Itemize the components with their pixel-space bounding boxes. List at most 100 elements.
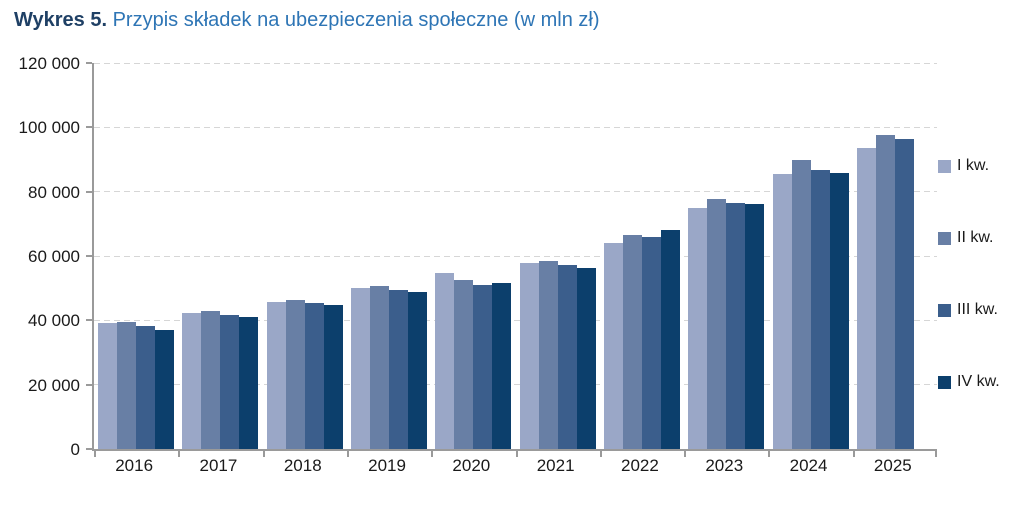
gridline-60-000 bbox=[94, 255, 937, 257]
x-axis-tick bbox=[178, 451, 181, 457]
gridline-100-000 bbox=[94, 126, 937, 128]
bar-2020-iv-kw bbox=[492, 283, 512, 449]
x-axis-label-2025: 2025 bbox=[873, 456, 912, 475]
x-axis-tick bbox=[346, 451, 349, 457]
y-axis-tick bbox=[86, 383, 92, 386]
x-axis-label-2024: 2024 bbox=[789, 456, 828, 475]
bar-2017-iv-kw bbox=[239, 317, 259, 449]
legend-label-iv-kw: IV kw. bbox=[957, 373, 1000, 390]
x-axis-label-2017: 2017 bbox=[199, 456, 238, 475]
bar-2022-iii-kw bbox=[641, 237, 661, 449]
y-axis-tick bbox=[86, 126, 92, 129]
bar-2018-iii-kw bbox=[304, 303, 324, 449]
x-axis-tick bbox=[431, 451, 434, 457]
bar-2017-i-kw bbox=[182, 313, 202, 449]
bar-2017-ii-kw bbox=[201, 311, 221, 449]
chart-title-number: Wykres 5. bbox=[14, 9, 108, 31]
x-axis-tick bbox=[684, 451, 687, 457]
y-axis-label: 20 000 bbox=[28, 375, 80, 395]
x-axis-label-2023: 2023 bbox=[705, 456, 744, 475]
x-axis-label-2020: 2020 bbox=[452, 456, 491, 475]
bar-2018-iv-kw bbox=[323, 305, 343, 449]
legend-label-ii-kw: II kw. bbox=[957, 229, 994, 246]
x-axis-label-2022: 2022 bbox=[621, 456, 659, 475]
x-axis-tick bbox=[515, 451, 518, 457]
bar-2024-iv-kw bbox=[829, 172, 849, 449]
x-axis-tick bbox=[852, 451, 855, 457]
legend-item-ii-kw: II kw. bbox=[938, 229, 1000, 246]
chart-title-text: Przypis składek na ubezpieczenia społecz… bbox=[112, 9, 600, 31]
bar-2019-iv-kw bbox=[408, 292, 428, 449]
y-axis-tick bbox=[86, 190, 92, 193]
legend-swatch-iv-kw bbox=[938, 375, 951, 389]
legend: I kw. II kw. III kw. IV kw. bbox=[938, 157, 1000, 390]
bar-2025-ii-kw bbox=[875, 135, 895, 449]
y-axis-label: 40 000 bbox=[28, 311, 80, 331]
y-axis-tick bbox=[86, 255, 92, 257]
bar-2022-i-kw bbox=[603, 242, 623, 449]
y-axis: 0 20 000 40 000 60 000 80 000 100 000 120 000 bbox=[0, 54, 80, 459]
plot-area bbox=[86, 62, 937, 457]
bar-2025-iii-kw bbox=[894, 139, 914, 449]
bar-2023-iii-kw bbox=[726, 203, 746, 449]
bar-2021-i-kw bbox=[519, 262, 539, 449]
bar-2021-ii-kw bbox=[538, 261, 558, 449]
bar-2017-iii-kw bbox=[220, 314, 240, 449]
bar-2019-i-kw bbox=[351, 287, 371, 449]
gridline-120-000 bbox=[94, 62, 937, 64]
legend-label-i-kw: I kw. bbox=[957, 157, 990, 174]
bar-2023-ii-kw bbox=[707, 199, 727, 449]
bar-2023-i-kw bbox=[688, 208, 708, 449]
y-axis-label: 60 000 bbox=[28, 247, 80, 266]
gridline-20-000 bbox=[94, 384, 937, 386]
legend-label-iii-kw: III kw. bbox=[957, 301, 998, 318]
legend-item-iii-kw: III kw. bbox=[938, 301, 1000, 318]
legend-swatch-ii-kw bbox=[938, 231, 951, 245]
y-axis-tick bbox=[86, 448, 92, 450]
x-axis-tick bbox=[935, 451, 937, 457]
gridline-40-000 bbox=[94, 319, 937, 321]
bar-2019-iii-kw bbox=[389, 290, 409, 449]
bar-2025-i-kw bbox=[856, 147, 876, 449]
legend-swatch-i-kw bbox=[938, 159, 951, 173]
x-axis-label-2019: 2019 bbox=[368, 456, 406, 475]
x-axis-tick bbox=[599, 451, 602, 457]
y-axis-tick bbox=[86, 62, 92, 64]
bar-2024-iii-kw bbox=[810, 170, 830, 449]
bar-2018-i-kw bbox=[266, 301, 286, 449]
bar-2020-i-kw bbox=[435, 273, 455, 449]
y-axis-label: 80 000 bbox=[28, 182, 80, 202]
legend-swatch-iii-kw bbox=[938, 303, 951, 317]
bar-2023-iv-kw bbox=[745, 203, 765, 449]
bar-2019-ii-kw bbox=[370, 286, 390, 449]
bar-2020-ii-kw bbox=[454, 280, 474, 449]
x-axis: 2016 2017 2018 2019 2020 2021 2022 2023 2024 2025 bbox=[92, 456, 935, 480]
x-axis-tick bbox=[262, 451, 265, 457]
bar-2016-ii-kw bbox=[117, 321, 137, 449]
bar-2021-iii-kw bbox=[557, 265, 577, 449]
x-axis-tick bbox=[94, 451, 96, 457]
x-axis-tick bbox=[768, 451, 771, 457]
y-axis-tick bbox=[86, 319, 92, 322]
x-axis-label-2018: 2018 bbox=[283, 456, 322, 475]
bar-2016-i-kw bbox=[98, 323, 118, 449]
bar-2024-i-kw bbox=[772, 173, 792, 449]
legend-item-i-kw: I kw. bbox=[938, 157, 1000, 174]
bar-2021-iv-kw bbox=[576, 267, 596, 449]
x-axis-label-2016: 2016 bbox=[115, 456, 154, 475]
gridline-80-000 bbox=[94, 191, 937, 193]
bar-2020-iii-kw bbox=[473, 284, 493, 449]
bar-2022-ii-kw bbox=[622, 235, 642, 449]
y-axis-label: 120 000 bbox=[18, 54, 80, 73]
x-axis-label-2021: 2021 bbox=[536, 456, 575, 475]
chart-title: Wykres 5. Przypis składek na ubezpieczen… bbox=[14, 6, 599, 34]
bar-2024-ii-kw bbox=[791, 159, 811, 449]
y-axis-label: 0 bbox=[70, 440, 80, 459]
legend-item-iv-kw: IV kw. bbox=[938, 373, 1000, 390]
bar-2016-iii-kw bbox=[136, 326, 156, 449]
bar-2016-iv-kw bbox=[155, 329, 175, 449]
y-axis-label: 100 000 bbox=[18, 118, 80, 138]
bar-2022-iv-kw bbox=[660, 229, 680, 449]
bar-2018-ii-kw bbox=[285, 300, 305, 449]
